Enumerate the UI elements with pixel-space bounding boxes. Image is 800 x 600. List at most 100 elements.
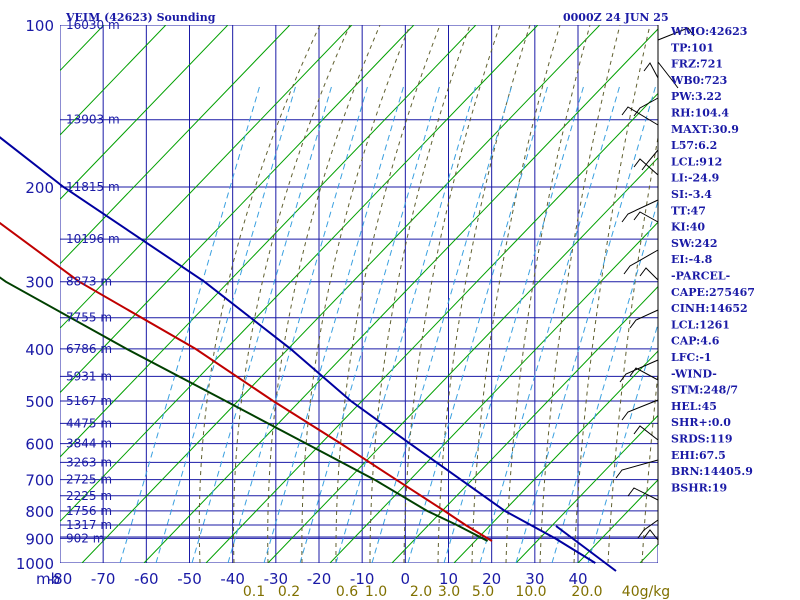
pressure-label: 200 [25,179,54,197]
dry-adiabat-line [205,92,658,563]
height-label: 2725 m [66,473,112,487]
mixing-ratio-label: 3.0 [438,584,460,600]
index-item: STM:248/7 [671,384,738,397]
pressure-label: 700 [25,472,54,490]
index-item: -WIND- [671,367,717,380]
mixing-ratio-label: 5.0 [472,584,494,600]
sounding-indices: WMO:42623 TP:101 FRZ:721 WB0:723 PW:3.22 RH:1… [670,25,755,494]
pressure-label: 500 [25,393,54,411]
mixing-ratio-line [191,84,333,563]
mixing-ratio-line [587,322,658,563]
moist-adiabat-line [505,25,591,563]
index-item: WMO:42623 [670,25,747,38]
mixing-ratio-line [479,84,621,563]
chart-grid [60,25,658,563]
dry-adiabat-line [60,25,539,523]
index-item: BRN:14405.9 [671,465,753,478]
dry-adiabat-line [267,157,658,563]
wind-barb [657,27,695,41]
mixing-ratio-line [227,84,369,563]
pressure-label: 1000 [16,555,54,573]
index-item: SW:242 [671,237,718,250]
temperature-tick-label: -50 [177,570,202,588]
moist-adiabat-line [573,25,651,563]
wind-barb [621,199,659,223]
dry-adiabats [60,25,658,563]
dewpoint-line [0,276,489,542]
index-item: TT:47 [671,204,706,217]
dry-adiabat-line [143,28,658,563]
moist-adiabat-line [437,25,531,563]
index-item: LCL:912 [671,155,722,168]
wind-barb [633,425,659,441]
mixing-ratio-line [407,84,549,563]
pressure-label: 800 [25,503,54,521]
parcel-surface-segment [555,525,617,572]
pressure-label: 900 [25,530,54,548]
index-item: EHI:67.5 [671,449,726,462]
pressure-label: 400 [25,341,54,359]
height-label: 4475 m [66,416,112,430]
index-item: CINH:14652 [671,302,748,315]
mixing-ratio-line [119,84,261,563]
index-item: HEL:45 [671,400,717,413]
wind-barb [633,97,659,117]
dry-adiabat-line [60,25,291,265]
mixing-ratio-line [263,84,405,563]
height-label: 3844 m [66,437,112,451]
wind-barb [627,487,659,501]
dry-adiabat-line [329,221,658,563]
wind-barb [637,519,659,539]
dry-adiabat-line [60,25,415,394]
height-label: 1756 m [66,504,112,518]
index-item: L57:6.2 [671,139,717,152]
moist-adiabat-line [539,25,621,563]
index-item: LI:-24.9 [671,172,719,185]
index-item: SRDS:119 [671,433,733,446]
wind-barb [621,399,659,421]
pressure-label: 300 [25,274,54,292]
mixing-ratio-label: 40g/kg [622,584,670,600]
index-item: CAPE:275467 [671,286,755,299]
wind-barb [643,529,659,541]
height-label: 16030 m [66,18,120,32]
dry-adiabat-line [391,285,658,563]
height-label: 13903 m [66,113,120,127]
wind-barb [629,309,659,329]
wind-barb [615,459,659,479]
index-item: FRZ:721 [671,58,723,71]
index-item: MAXT:30.9 [671,123,739,136]
index-item: CAP:4.6 [671,335,720,348]
height-label: 5167 m [66,394,112,408]
temperature-tick-label: -30 [264,570,289,588]
mixing-ratio-line [335,84,477,563]
temperature-tick-label: 40 [568,570,587,588]
mixing-ratio-line [299,84,441,563]
temperature-tick-label: 10 [439,570,458,588]
mixing-ratio-label: 20.0 [571,584,602,600]
height-label: 5931 m [66,369,112,383]
temperature-tick-label: -40 [220,570,245,588]
temperature-tick-label: 20 [482,570,501,588]
wind-barb [643,62,659,79]
index-item: LFC:-1 [671,351,712,364]
moist-adiabat-line [403,25,501,563]
dry-adiabat-line [81,25,601,563]
dry-adiabat-line [60,25,477,458]
moist-adiabat-line [335,25,441,563]
mixing-ratio-line [371,84,513,563]
height-label: 11815 m [66,180,120,194]
height-label: 8873 m [66,275,112,289]
height-label: 1317 m [66,518,112,532]
height-label: 7755 m [66,311,112,325]
index-item: PW:3.22 [671,90,722,103]
index-item: LCL:1261 [671,318,730,331]
wind-barb [619,359,659,383]
mixing-ratio-label: 0.1 [243,584,265,600]
temperature-tick-label: -10 [350,570,375,588]
pressure-label: 600 [25,436,54,454]
moist-adiabat-line [369,25,471,563]
temperature-line [0,221,493,542]
